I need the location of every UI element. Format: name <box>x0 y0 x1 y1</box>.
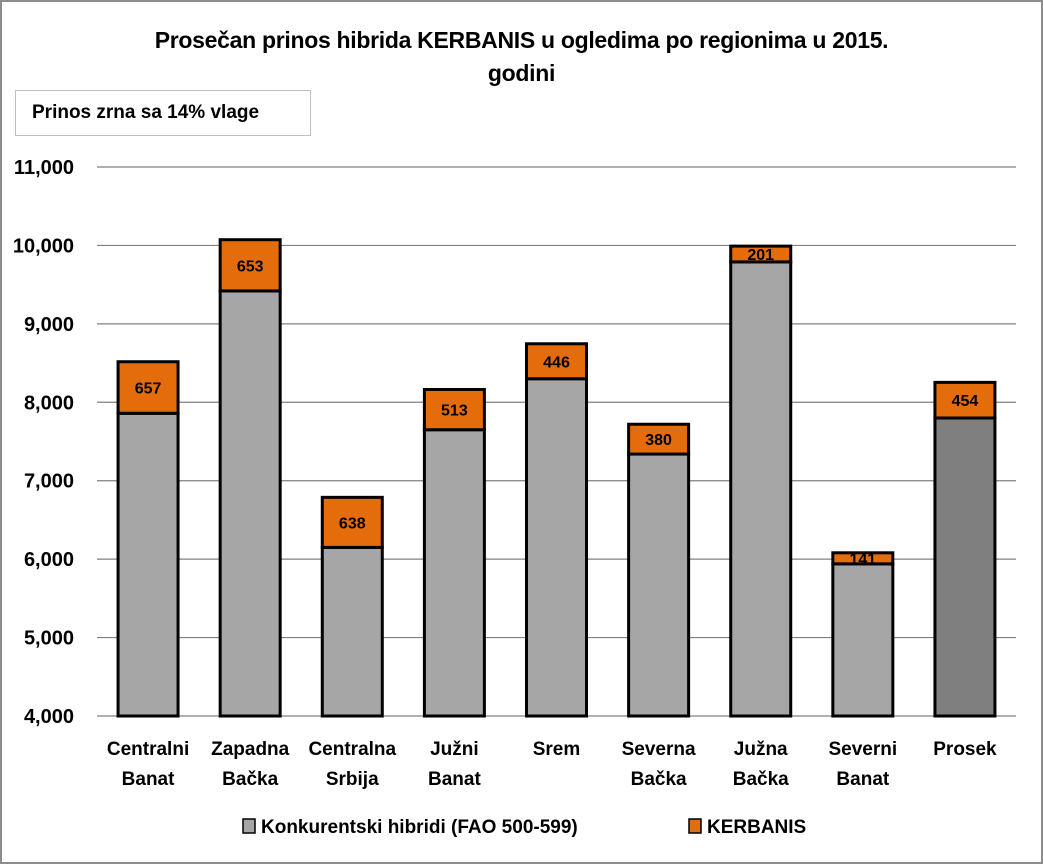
legend: Konkurentski hibridi (FAO 500-599) KERBAN… <box>242 817 806 838</box>
x-category-label: Srbija <box>326 769 379 790</box>
x-category-label: Banat <box>122 769 175 790</box>
y-tick-label: 9,000 <box>24 314 74 336</box>
bar-competitors <box>933 416 997 718</box>
data-label-kerbanis: 454 <box>952 393 979 410</box>
data-label-kerbanis: 513 <box>441 403 468 420</box>
bar-kerbanis <box>831 551 895 566</box>
y-tick-label: 5,000 <box>24 628 74 650</box>
y-tick-label: 6,000 <box>24 549 74 571</box>
x-category-label: Centralna <box>308 739 396 760</box>
x-category-label: Južni <box>430 739 479 760</box>
x-category-label: Banat <box>836 769 889 790</box>
x-category-label: Severni <box>829 739 898 760</box>
x-category-label: Zapadna <box>211 739 290 760</box>
y-tick-label: 10,000 <box>13 235 74 257</box>
chart-title: Prosečan prinos hibrida KERBANIS u ogled… <box>2 24 1041 90</box>
y-tick-label: 4,000 <box>24 706 74 728</box>
x-category-label: Južna <box>734 739 788 760</box>
bar-competitors <box>525 377 588 718</box>
bar-competitors <box>218 289 282 718</box>
legend-label-competitors: Konkurentski hibridi (FAO 500-599) <box>261 817 578 838</box>
legend-label-kerbanis: KERBANIS <box>707 817 806 838</box>
x-category-label: Prosek <box>933 739 997 760</box>
bar-kerbanis <box>422 388 486 432</box>
data-label-kerbanis: 657 <box>135 381 162 398</box>
chart-title-line-1: Prosečan prinos hibrida KERBANIS u ogled… <box>154 27 889 53</box>
y-tick-label: 8,000 <box>24 392 74 414</box>
y-tick-label: 7,000 <box>24 471 74 493</box>
data-label-kerbanis: 201 <box>747 247 774 264</box>
y-tick-label: 11,000 <box>14 157 74 179</box>
x-category-label: Centralni <box>107 739 189 760</box>
data-label-kerbanis: 380 <box>645 432 672 449</box>
data-label-kerbanis: 653 <box>237 258 264 275</box>
legend-swatch-kerbanis <box>688 818 702 834</box>
bar-competitors <box>831 562 895 718</box>
x-category-label: Bačka <box>222 769 278 790</box>
bar-kerbanis <box>933 380 997 420</box>
bar-competitors <box>320 545 384 718</box>
annotation-box: Prinos zrna sa 14% vlage <box>15 90 311 136</box>
data-label-kerbanis: 446 <box>543 354 570 371</box>
bar-competitors <box>627 452 691 718</box>
bar-kerbanis <box>116 360 180 415</box>
bar-competitors <box>116 411 180 718</box>
x-category-label: Srem <box>533 739 581 760</box>
bar-competitors <box>729 260 793 718</box>
bar-kerbanis <box>320 495 384 549</box>
x-category-label: Banat <box>428 769 481 790</box>
x-category-label: Severna <box>622 739 696 760</box>
y-axis-ticks: 4,000 5,000 6,000 7,000 8,000 9,000 10,000 11,0… <box>13 157 74 728</box>
annotation-text: Prinos zrna sa 14% vlage <box>32 102 260 123</box>
bar-kerbanis <box>729 244 793 264</box>
bar-kerbanis <box>627 422 691 456</box>
data-label-kerbanis: 638 <box>339 515 366 532</box>
x-axis-labels: Centralni Banat Zapadna Bačka Centralna Srbij… <box>107 739 997 790</box>
bar-kerbanis <box>218 238 282 293</box>
bars: 657 653 638 513 446 380 201 141 454 <box>116 238 997 718</box>
bar-kerbanis <box>525 342 588 381</box>
x-category-label: Bačka <box>631 769 687 790</box>
legend-swatch-competitors <box>242 818 256 834</box>
bar-competitors <box>422 428 486 718</box>
data-label-kerbanis: 141 <box>849 551 876 568</box>
chart-title-line-2: godini <box>487 60 556 86</box>
x-category-label: Bačka <box>733 769 789 790</box>
